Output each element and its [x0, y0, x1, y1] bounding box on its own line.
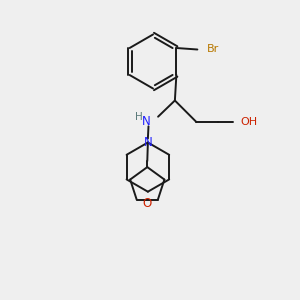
Text: OH: OH — [240, 117, 257, 127]
Text: N: N — [143, 136, 152, 149]
Text: Br: Br — [207, 44, 219, 55]
Text: H: H — [135, 112, 143, 122]
Text: O: O — [143, 197, 152, 210]
Text: N: N — [142, 115, 150, 128]
